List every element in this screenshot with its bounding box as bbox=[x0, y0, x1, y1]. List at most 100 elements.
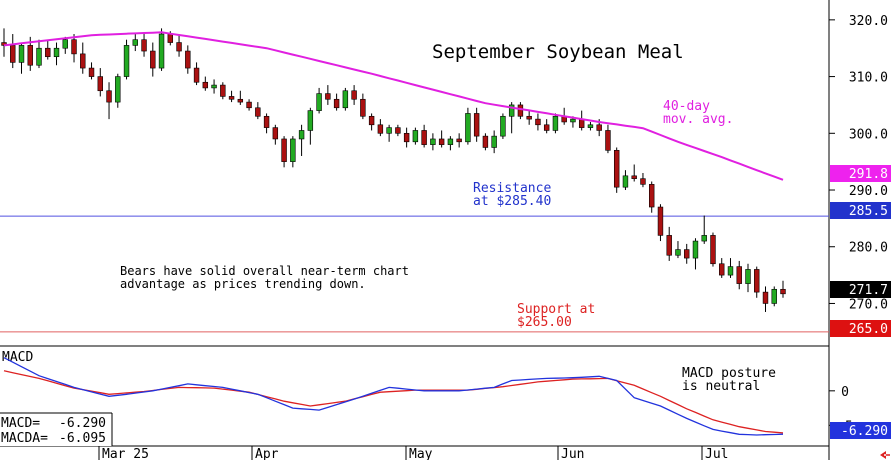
candle-body bbox=[421, 130, 427, 145]
candle-body bbox=[596, 124, 602, 131]
macda-legend-name: MACDA= bbox=[1, 431, 48, 446]
candle-body bbox=[710, 235, 716, 265]
candle-body bbox=[745, 269, 751, 284]
candle-body bbox=[141, 39, 147, 52]
ma-label-line1: 40-day bbox=[663, 99, 710, 114]
svg-text:-6.290: -6.290 bbox=[841, 424, 888, 439]
macd-line bbox=[3, 357, 784, 436]
svg-text:291.8: 291.8 bbox=[849, 167, 888, 182]
candle-body bbox=[62, 39, 68, 49]
candle-body bbox=[395, 127, 401, 134]
candle-body bbox=[307, 110, 314, 131]
candle-body bbox=[106, 90, 112, 103]
macd-tick-label: 0 bbox=[841, 385, 849, 400]
candle-body bbox=[10, 45, 16, 63]
resistance-label-line2: at $285.40 bbox=[473, 194, 551, 209]
candle-body bbox=[508, 104, 515, 117]
candle-body bbox=[360, 98, 366, 117]
candle-body bbox=[517, 104, 524, 117]
chart-title: September Soybean Meal bbox=[432, 41, 684, 63]
candle-body bbox=[465, 113, 471, 143]
candle-body bbox=[272, 127, 279, 140]
candle-body bbox=[97, 76, 103, 92]
candle-body bbox=[316, 93, 322, 111]
date-tick-label: Apr bbox=[255, 447, 279, 460]
candle-body bbox=[53, 47, 60, 58]
candle-body bbox=[325, 93, 331, 100]
candle-body bbox=[684, 249, 690, 259]
candle-body bbox=[482, 135, 489, 148]
candle-body bbox=[500, 115, 506, 137]
candle-body bbox=[762, 291, 769, 304]
candle-body bbox=[80, 53, 86, 69]
candle-body bbox=[403, 132, 410, 143]
macd-annotation-line1: MACD posture bbox=[682, 366, 776, 381]
candle-body bbox=[193, 67, 200, 83]
scroll-arrow-icon[interactable] bbox=[880, 451, 890, 459]
last-price-badge: 271.7 bbox=[830, 281, 891, 298]
candle-body bbox=[412, 130, 419, 143]
candle-body bbox=[115, 76, 121, 103]
candle-body bbox=[631, 175, 637, 179]
candle-body bbox=[570, 118, 576, 123]
resistance-label-line1: Resistance bbox=[473, 181, 551, 196]
macda-line bbox=[3, 370, 784, 434]
candle-body bbox=[727, 266, 734, 276]
candle-body bbox=[150, 50, 156, 69]
candle-body bbox=[237, 98, 244, 103]
candle-body bbox=[657, 206, 664, 236]
comment-line1: Bears have solid overall near-term chart bbox=[120, 264, 409, 278]
comment-line2: advantage as prices trending down. bbox=[120, 277, 366, 291]
candle-body bbox=[578, 118, 585, 128]
moving-average-line bbox=[3, 31, 784, 181]
price-tick-label: 300.0 bbox=[849, 127, 888, 142]
candle-body bbox=[176, 42, 182, 52]
candle-body bbox=[456, 138, 462, 143]
macd-value-badge: -6.290 bbox=[830, 422, 891, 439]
candle-body bbox=[185, 50, 191, 69]
support-label-line1: Support at bbox=[517, 302, 595, 317]
macd-legend-name: MACD= bbox=[1, 416, 40, 431]
candle-body bbox=[640, 178, 646, 185]
candle-body bbox=[45, 47, 51, 58]
resistance-price-badge: 285.5 bbox=[830, 202, 891, 219]
macd-legend: MACD= -6.290 MACDA= -6.095 bbox=[0, 412, 113, 446]
candle-body bbox=[473, 113, 480, 137]
candle-body bbox=[255, 107, 261, 117]
candle-body bbox=[736, 266, 742, 284]
price-tick-label: 270.0 bbox=[849, 297, 888, 312]
candle-body bbox=[158, 33, 165, 69]
candle-body bbox=[771, 288, 777, 304]
candle-body bbox=[386, 127, 392, 134]
support-label-line2: $265.00 bbox=[517, 315, 572, 330]
candle-body bbox=[281, 138, 287, 162]
date-tick-label: Jun bbox=[561, 447, 584, 460]
candle-body bbox=[18, 45, 25, 63]
candle-body bbox=[351, 90, 357, 100]
candle-body bbox=[675, 249, 681, 256]
candle-body bbox=[132, 39, 138, 46]
candle-body bbox=[228, 96, 235, 100]
candle-body bbox=[298, 130, 305, 140]
macd-panel-title: MACD bbox=[2, 350, 33, 365]
candle-body bbox=[333, 98, 340, 109]
macd-annotation-line2: is neutral bbox=[682, 379, 760, 394]
candle-body bbox=[622, 175, 629, 188]
candle-body bbox=[613, 150, 620, 188]
price-tick-label: 290.0 bbox=[849, 184, 888, 199]
candle-body bbox=[27, 45, 33, 66]
candle-body bbox=[552, 115, 559, 131]
candle-body bbox=[543, 124, 550, 131]
svg-text:285.5: 285.5 bbox=[849, 204, 888, 219]
candle-body bbox=[491, 135, 497, 148]
candle-body bbox=[202, 81, 209, 89]
candle-body bbox=[649, 184, 655, 208]
date-tick-label: Mar 25 bbox=[102, 447, 149, 460]
macda-legend-value: -6.095 bbox=[59, 431, 106, 446]
price-tick-label: 280.0 bbox=[849, 241, 888, 256]
candle-body bbox=[587, 124, 594, 128]
candle-body bbox=[167, 33, 174, 43]
date-tick-label: May bbox=[409, 447, 433, 460]
candle-body bbox=[526, 115, 532, 120]
